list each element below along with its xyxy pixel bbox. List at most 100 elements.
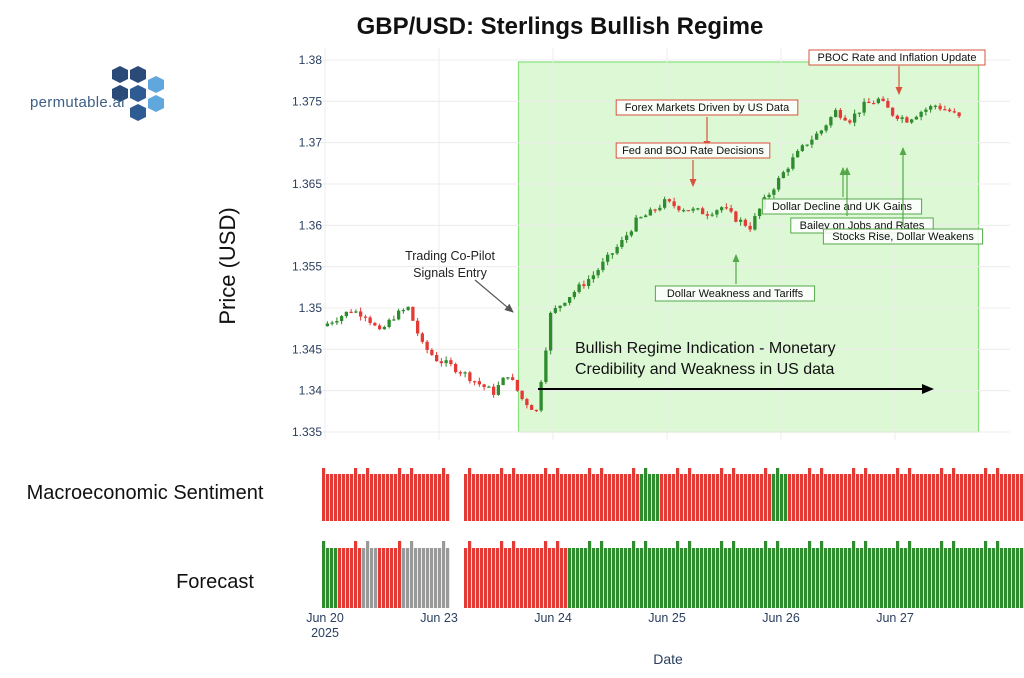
annotation-box bbox=[615, 99, 799, 116]
bar bbox=[406, 474, 410, 521]
bar bbox=[438, 548, 442, 608]
candle-body bbox=[914, 116, 919, 120]
bar bbox=[346, 474, 350, 521]
bar bbox=[592, 548, 596, 608]
candle-body bbox=[591, 275, 596, 280]
bar bbox=[720, 541, 724, 608]
candle-body bbox=[434, 354, 439, 362]
bar bbox=[652, 474, 656, 521]
bar bbox=[792, 548, 796, 608]
candle-body bbox=[748, 225, 752, 230]
bar bbox=[844, 474, 848, 521]
bar bbox=[366, 468, 370, 521]
bar bbox=[988, 474, 992, 521]
forecast-bars bbox=[322, 541, 1024, 608]
x-tick-label: Jun 24 bbox=[534, 611, 572, 625]
candle-body bbox=[415, 320, 420, 334]
bar bbox=[656, 474, 660, 521]
candle-body bbox=[705, 214, 710, 216]
candle-body bbox=[862, 101, 866, 113]
bar bbox=[716, 548, 720, 608]
candle-body bbox=[719, 207, 724, 211]
forecast-panel-label: Forecast bbox=[176, 571, 254, 593]
candle-body bbox=[772, 189, 776, 195]
bar bbox=[338, 474, 342, 521]
bar bbox=[716, 474, 720, 521]
bar bbox=[984, 468, 988, 521]
candle-body bbox=[339, 316, 344, 322]
candle-body bbox=[909, 119, 914, 123]
bar bbox=[684, 548, 688, 608]
bar bbox=[652, 548, 656, 608]
bar bbox=[644, 468, 648, 521]
bar bbox=[322, 468, 326, 521]
candle-body bbox=[544, 350, 548, 383]
bar bbox=[732, 541, 736, 608]
bar bbox=[940, 468, 944, 521]
candle-body bbox=[472, 381, 477, 383]
candle-body bbox=[501, 377, 505, 386]
bar bbox=[548, 474, 552, 521]
candle-body bbox=[396, 310, 401, 320]
bar bbox=[536, 548, 540, 608]
x-tick-label: Jun 26 bbox=[762, 611, 800, 625]
y-tick-label: 1.34 bbox=[299, 384, 323, 398]
candle-body bbox=[848, 120, 852, 123]
annotation-text: Stocks Rise, Dollar Weakens bbox=[832, 231, 974, 243]
bar bbox=[568, 474, 572, 521]
candle-body bbox=[881, 98, 885, 102]
bar bbox=[748, 474, 752, 521]
candle-body bbox=[392, 319, 396, 321]
bar bbox=[688, 541, 692, 608]
annotation-text: PBOC Rate and Inflation Update bbox=[818, 52, 977, 64]
candle-body bbox=[610, 253, 615, 255]
bar bbox=[504, 548, 508, 608]
bar bbox=[488, 548, 492, 608]
candle-body bbox=[325, 323, 330, 327]
bar bbox=[346, 548, 350, 608]
bar bbox=[736, 548, 740, 608]
candle-body bbox=[468, 372, 472, 382]
candle-body bbox=[653, 209, 657, 211]
y-tick-label: 1.335 bbox=[292, 425, 322, 439]
chart-title: GBP/USD: Sterlings Bullish Regime bbox=[357, 13, 764, 40]
bar bbox=[764, 541, 768, 608]
bar bbox=[844, 548, 848, 608]
candle-body bbox=[363, 316, 368, 318]
candle-body bbox=[387, 319, 391, 327]
bar bbox=[948, 548, 952, 608]
bar bbox=[410, 541, 414, 608]
bar bbox=[884, 548, 888, 608]
bar bbox=[398, 541, 402, 608]
bar bbox=[616, 548, 620, 608]
bar bbox=[564, 474, 568, 521]
logo-text: permutable.ai bbox=[30, 94, 125, 111]
bar bbox=[568, 548, 572, 608]
candle-body bbox=[734, 211, 738, 222]
annotation-box bbox=[761, 198, 923, 215]
bar bbox=[592, 474, 596, 521]
bar bbox=[784, 548, 788, 608]
bar bbox=[394, 474, 398, 521]
bar bbox=[872, 474, 876, 521]
candle-body bbox=[643, 215, 648, 218]
candle-body bbox=[620, 240, 624, 247]
bar bbox=[896, 541, 900, 608]
bar bbox=[800, 548, 804, 608]
bar bbox=[960, 474, 964, 521]
candle-body bbox=[487, 386, 491, 388]
bar bbox=[548, 548, 552, 608]
candle-body bbox=[743, 219, 748, 226]
candle-body bbox=[753, 216, 757, 230]
bar bbox=[508, 474, 512, 521]
bar bbox=[848, 548, 852, 608]
regime-note-line1: Bullish Regime Indication - Monetary bbox=[575, 340, 836, 357]
annotation-text: Dollar Weakness and Tariffs bbox=[667, 288, 804, 300]
bar bbox=[612, 548, 616, 608]
bar bbox=[616, 474, 620, 521]
candle-body bbox=[852, 113, 857, 123]
bar bbox=[488, 474, 492, 521]
candle-body bbox=[624, 235, 629, 241]
bar bbox=[912, 548, 916, 608]
bar bbox=[362, 548, 366, 608]
